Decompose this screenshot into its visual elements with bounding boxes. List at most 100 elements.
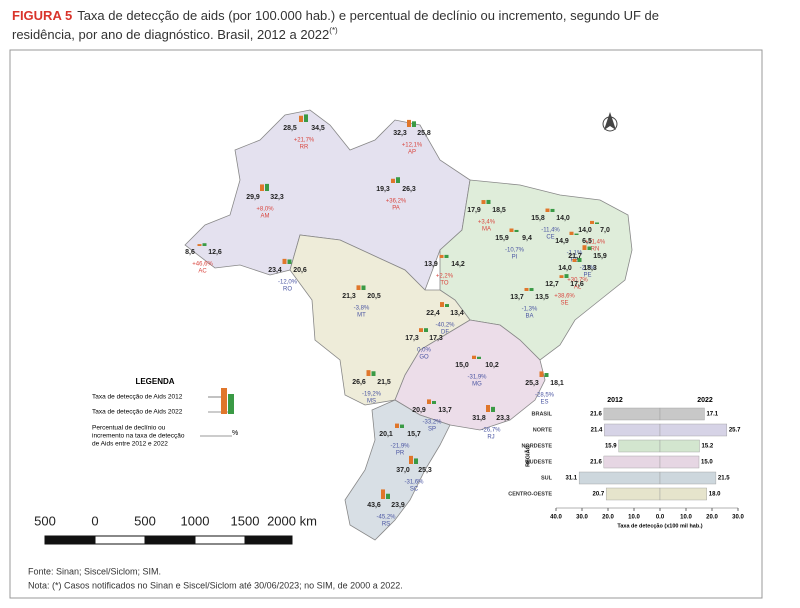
value-label: 25.7	[729, 428, 741, 434]
state-bar	[202, 243, 207, 246]
state-bar	[577, 257, 582, 262]
state-value: 25,3	[418, 467, 432, 474]
state-bar	[445, 304, 449, 307]
state-bar	[412, 121, 416, 127]
state-abbr: MS	[367, 399, 376, 405]
state-bar	[550, 208, 555, 212]
state-value: 20,1	[379, 431, 393, 438]
scale-segment	[94, 535, 146, 545]
figure-title: FIGURA 5 Taxa de detecção de aids (por 10…	[12, 8, 659, 23]
state-abbr: RO	[283, 287, 292, 293]
state-value: 10,2	[485, 362, 499, 369]
state-value: 26,6	[352, 379, 366, 386]
state-value: 37,0	[396, 467, 410, 474]
state-value: 19,3	[376, 186, 390, 193]
state-change: -3,8%	[354, 306, 370, 312]
state-value: 20,9	[412, 407, 426, 414]
scale-label: 1500	[231, 513, 260, 528]
state-bar	[391, 178, 395, 183]
state-bar	[582, 245, 587, 250]
state-abbr: GO	[419, 355, 429, 361]
legend-label: Taxa de detecção de Aids 2012	[92, 394, 183, 401]
x-tick-label: 20.0	[706, 515, 718, 521]
state-value: 29,9	[246, 194, 260, 201]
legend-label: incremento na taxa de detecção	[92, 433, 185, 440]
state-value: 14,0	[558, 265, 572, 272]
state-change: -26,7%	[481, 428, 501, 434]
state-change: -21,9%	[390, 444, 410, 450]
state-bar	[564, 274, 569, 278]
state-value: 15,7	[407, 431, 421, 438]
x-tick-label: 40.0	[550, 515, 562, 521]
state-value: 34,5	[311, 125, 325, 132]
category-label: SUL	[541, 475, 553, 481]
state-value: 14,2	[451, 261, 465, 268]
state-bar	[439, 254, 444, 258]
state-value: 25,3	[525, 380, 539, 387]
state-value: 31,8	[472, 415, 486, 422]
category-label: NORTE	[533, 427, 553, 433]
state-change: 0,0%	[417, 348, 431, 354]
state-change: +30,7%	[567, 278, 588, 284]
state-bar	[304, 114, 308, 122]
legend-label: de Aids entre 2012 e 2022	[92, 441, 168, 448]
x-axis-title: Taxa de detecção (x100 mil hab.)	[617, 523, 702, 529]
inset-chart: 2012 2022 BRASIL 21.6 17.1 NORTE 21.4 25.7 NORDE…	[508, 397, 744, 530]
title-text: residência, por ano de diagnóstico. Bras…	[12, 27, 329, 42]
category-label: BRASIL	[532, 411, 553, 417]
state-abbr: AL	[574, 285, 582, 291]
state-value: 6,5	[582, 238, 592, 245]
state-value: 8,6	[185, 249, 195, 256]
x-tick-label: 0.0	[656, 515, 665, 521]
state-value: 14,9	[555, 238, 569, 245]
state-value: 18,1	[550, 380, 564, 387]
scale-label: 0	[91, 513, 98, 528]
state-bar	[544, 373, 549, 377]
scale-segment	[244, 535, 293, 545]
bar-2012	[578, 471, 661, 485]
bar-2012	[605, 487, 661, 501]
state-bar	[197, 244, 202, 246]
bar-2022	[659, 455, 700, 469]
figure-title: residência, por ano de diagnóstico. Bras…	[12, 26, 338, 42]
category-label: CENTRO-OESTE	[508, 491, 552, 497]
x-tick-label: 10.0	[628, 515, 640, 521]
state-abbr: BA	[525, 314, 533, 320]
state-change: -45,2%	[376, 515, 396, 521]
state-bar	[260, 184, 264, 191]
scale-segment	[194, 535, 246, 545]
state-change: +46,6%	[192, 262, 213, 268]
series-header: 2022	[697, 397, 713, 404]
state-value: 23,3	[496, 415, 510, 422]
state-change: -11,4%	[541, 228, 560, 234]
state-bar	[574, 233, 579, 235]
category-label: SUDESTE	[526, 459, 552, 465]
state-change: +36,2%	[386, 199, 407, 205]
bar-2022	[659, 423, 728, 437]
state-value: 15,0	[455, 362, 469, 369]
state-bar	[395, 423, 399, 428]
scale-label: 1000	[181, 513, 210, 528]
state-abbr: RJ	[487, 435, 494, 441]
state-value: 18,5	[492, 207, 506, 214]
state-change: +12,1%	[402, 143, 423, 149]
state-bar	[396, 177, 400, 183]
footer-note: Nota: (*) Casos notificados no Sinan e S…	[28, 580, 403, 590]
state-bar	[386, 493, 390, 499]
state-change: -2,7%	[580, 266, 596, 272]
legend-swatch-2022	[228, 394, 234, 414]
bar-2022	[659, 471, 717, 485]
state-value: 32,3	[393, 130, 407, 137]
state-bar	[559, 275, 564, 278]
legend-label: Taxa de detecção de Aids 2022	[92, 409, 183, 416]
state-abbr: MT	[357, 313, 366, 319]
state-abbr: TO	[440, 281, 449, 287]
state-abbr: PI	[512, 255, 518, 261]
figure-label: FIGURA 5	[12, 8, 72, 23]
title-text: Taxa de detecção de aids (por 100.000 ha…	[77, 8, 659, 23]
state-value: 13,9	[424, 261, 438, 268]
scale-label: 500	[34, 513, 56, 528]
state-value: 23,9	[391, 502, 405, 509]
state-abbr: AP	[408, 150, 416, 156]
legend-title: LEGENDA	[135, 377, 174, 386]
